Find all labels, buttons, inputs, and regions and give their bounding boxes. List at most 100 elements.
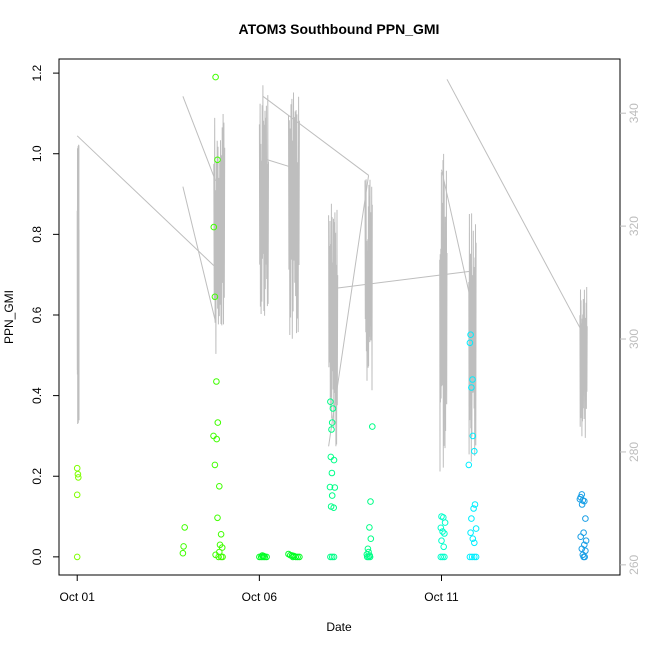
data-point: [472, 525, 480, 532]
data-point: [367, 498, 374, 505]
data-point: [471, 447, 478, 455]
data-point: [73, 491, 81, 499]
secondary-burst: [213, 113, 226, 354]
data-point: [180, 543, 187, 550]
secondary-link: [441, 169, 472, 300]
x-axis-label: Date: [326, 620, 352, 634]
data-point: [466, 339, 474, 347]
secondary-link: [335, 270, 471, 289]
y-left-tick-label: 0.2: [30, 468, 44, 485]
data-point: [468, 515, 475, 522]
secondary-burst: [468, 213, 477, 462]
data-point: [328, 492, 336, 499]
data-point: [260, 552, 268, 560]
y-right-tick-label: 340: [627, 103, 641, 123]
secondary-link: [76, 135, 215, 266]
data-point: [438, 537, 445, 545]
data-point: [213, 378, 220, 385]
data-point: [329, 405, 337, 412]
data-point: [581, 553, 589, 561]
data-point: [330, 456, 338, 464]
plot-frame: [58, 58, 621, 576]
data-point: [326, 483, 334, 491]
y-left-tick-label: 1.0: [30, 145, 44, 162]
y-left-tick-label: 0.4: [30, 387, 44, 404]
secondary-burst: [258, 85, 269, 316]
points-layer: [73, 73, 590, 561]
data-point: [469, 535, 477, 543]
data-point: [367, 535, 375, 543]
x-tick-label: Oct 11: [424, 590, 459, 604]
data-point: [440, 543, 448, 551]
data-point: [296, 553, 303, 561]
data-point: [213, 435, 220, 443]
data-point: [578, 545, 586, 553]
data-point: [214, 514, 221, 522]
data-point: [327, 398, 334, 406]
data-point: [467, 529, 474, 537]
data-point: [582, 537, 590, 545]
data-point: [330, 553, 338, 561]
data-point: [468, 384, 475, 391]
data-point: [577, 533, 585, 541]
secondary-burst: [76, 144, 80, 425]
secondary-link: [182, 96, 217, 182]
y-left-tick-label: 0.0: [30, 548, 44, 565]
data-point: [179, 549, 187, 557]
data-point: [328, 553, 336, 561]
data-point: [439, 553, 446, 561]
data-point: [582, 515, 589, 522]
data-point: [472, 553, 480, 561]
data-point: [73, 553, 81, 561]
y-axis-left: 0.0 0.2 0.4 0.6 0.8 1.0 1.2: [30, 64, 59, 565]
data-point: [466, 553, 474, 561]
data-point: [218, 544, 226, 551]
data-point: [437, 553, 445, 561]
data-point: [214, 419, 222, 426]
secondary-link: [262, 95, 369, 176]
data-point: [437, 524, 445, 532]
secondary-burst: [439, 153, 448, 472]
x-axis: Oct 01 Oct 06 Oct 11: [60, 575, 459, 604]
data-point: [471, 501, 479, 508]
secondary-link: [182, 186, 217, 323]
data-point: [439, 528, 446, 535]
data-point: [212, 73, 219, 81]
data-point: [74, 470, 82, 478]
data-point: [328, 419, 336, 426]
data-point: [470, 505, 477, 512]
secondary-burst: [328, 203, 339, 447]
x-tick-label: Oct 06: [242, 590, 278, 604]
y-axis-right: 260 280 300 320 340: [620, 103, 641, 575]
data-point: [219, 553, 226, 561]
data-point: [369, 423, 376, 430]
data-point: [465, 461, 473, 469]
y-axis-label: PPN_GMI: [2, 290, 16, 344]
data-point: [578, 501, 586, 508]
data-point: [576, 495, 584, 503]
data-point: [471, 553, 478, 561]
secondary-link: [262, 157, 300, 171]
data-point: [211, 461, 219, 469]
secondary-burst: [288, 92, 300, 339]
data-point: [441, 530, 448, 537]
y-right-tick-label: 300: [627, 329, 641, 349]
y-right-tick-label: 320: [627, 216, 641, 236]
data-point: [469, 432, 477, 440]
y-right-tick-label: 280: [627, 442, 641, 462]
data-point: [328, 426, 335, 433]
secondary-link: [446, 79, 581, 328]
data-point: [211, 293, 219, 301]
y-left-tick-label: 0.6: [30, 306, 44, 323]
data-point: [467, 331, 474, 339]
secondary-line-layer: [76, 79, 588, 472]
data-point: [294, 553, 301, 561]
secondary-link: [328, 175, 370, 447]
data-point: [366, 524, 373, 531]
data-point: [468, 553, 476, 561]
data-point: [441, 519, 449, 526]
data-point: [215, 553, 222, 561]
data-point: [366, 553, 374, 561]
